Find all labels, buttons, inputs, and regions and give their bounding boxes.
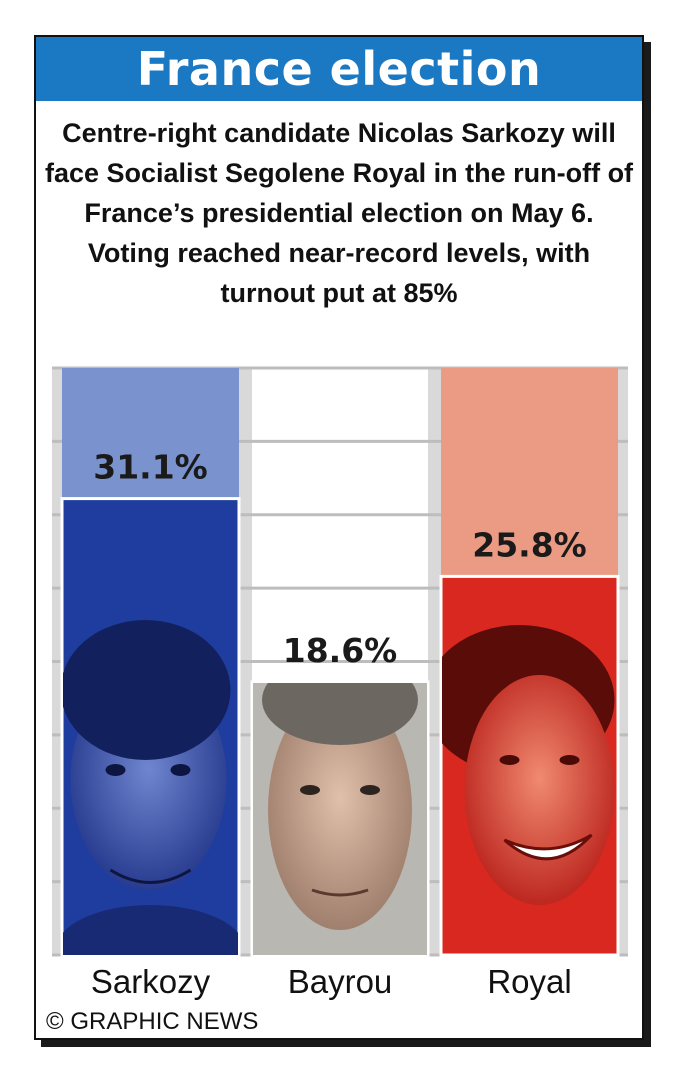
subtitle: Centre-right candidate Nicolas Sarkozy w… — [44, 118, 634, 308]
bayrou-portrait — [253, 683, 427, 955]
category-label-royal: Royal — [487, 963, 571, 1000]
category-label-bayrou: Bayrou — [288, 963, 393, 1000]
credit: © GRAPHIC NEWS — [46, 1008, 259, 1035]
royal-portrait — [442, 625, 615, 905]
sarkozy-portrait — [63, 620, 238, 955]
value-label-royal: 25.8% — [472, 525, 587, 564]
value-label-bayrou: 18.6% — [283, 631, 398, 670]
value-label-sarkozy: 31.1% — [93, 448, 208, 487]
category-label-sarkozy: Sarkozy — [91, 963, 211, 1000]
title: France election — [36, 37, 642, 101]
